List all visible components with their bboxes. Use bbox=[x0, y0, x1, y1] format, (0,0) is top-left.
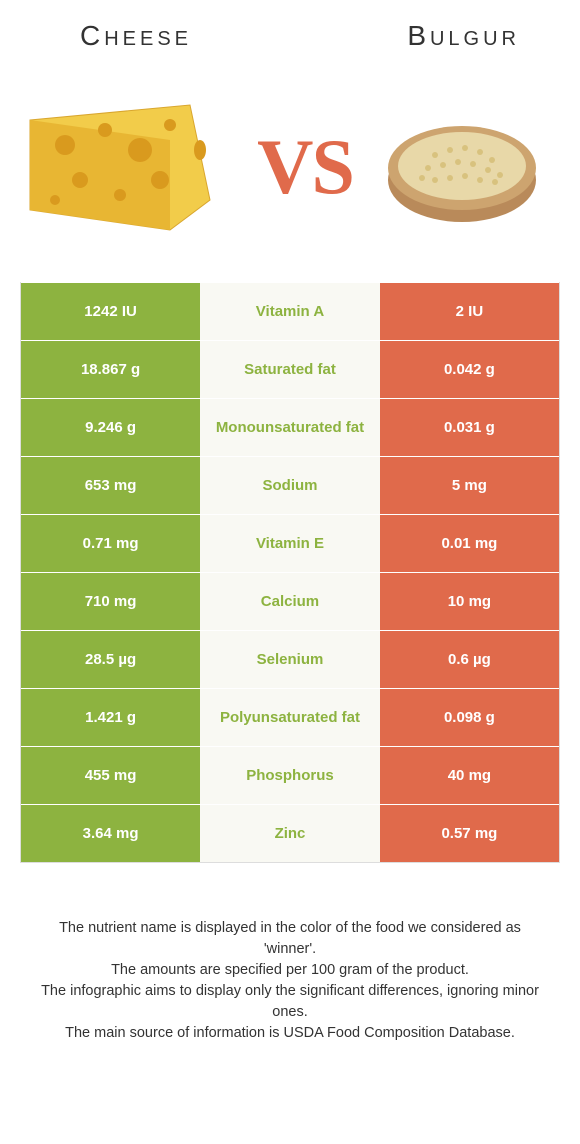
nutrient-name-cell: Polyunsaturated fat bbox=[200, 689, 380, 746]
right-value-cell: 0.57 mg bbox=[380, 805, 559, 862]
cheese-image bbox=[10, 80, 230, 255]
left-value-cell: 1242 IU bbox=[21, 283, 200, 340]
left-value-cell: 0.71 mg bbox=[21, 515, 200, 572]
versus-row: VS bbox=[0, 62, 580, 282]
table-row: 710 mgCalcium10 mg bbox=[21, 572, 559, 630]
table-row: 1.421 gPolyunsaturated fat0.098 g bbox=[21, 688, 559, 746]
header: Cheese Bulgur bbox=[0, 0, 580, 62]
right-value-cell: 40 mg bbox=[380, 747, 559, 804]
footer-notes: The nutrient name is displayed in the co… bbox=[0, 863, 580, 1044]
right-value-cell: 5 mg bbox=[380, 457, 559, 514]
table-row: 18.867 gSaturated fat0.042 g bbox=[21, 340, 559, 398]
note-line: The main source of information is USDA F… bbox=[35, 1023, 545, 1044]
right-value-cell: 10 mg bbox=[380, 573, 559, 630]
left-value-cell: 18.867 g bbox=[21, 341, 200, 398]
left-value-cell: 455 mg bbox=[21, 747, 200, 804]
nutrient-name-cell: Sodium bbox=[200, 457, 380, 514]
nutrient-name-cell: Selenium bbox=[200, 631, 380, 688]
note-line: The amounts are specified per 100 gram o… bbox=[35, 960, 545, 981]
left-food-title: Cheese bbox=[80, 20, 192, 52]
bulgur-image bbox=[380, 90, 545, 245]
table-row: 28.5 µgSelenium0.6 µg bbox=[21, 630, 559, 688]
left-value-cell: 9.246 g bbox=[21, 399, 200, 456]
left-value-cell: 28.5 µg bbox=[21, 631, 200, 688]
left-value-cell: 1.421 g bbox=[21, 689, 200, 746]
right-value-cell: 0.042 g bbox=[380, 341, 559, 398]
right-food-title: Bulgur bbox=[407, 20, 520, 52]
table-row: 455 mgPhosphorus40 mg bbox=[21, 746, 559, 804]
right-value-cell: 0.098 g bbox=[380, 689, 559, 746]
left-value-cell: 3.64 mg bbox=[21, 805, 200, 862]
nutrient-table: 1242 IUVitamin A2 IU18.867 gSaturated fa… bbox=[20, 282, 560, 863]
nutrient-name-cell: Zinc bbox=[200, 805, 380, 862]
nutrient-name-cell: Monounsaturated fat bbox=[200, 399, 380, 456]
nutrient-name-cell: Vitamin A bbox=[200, 283, 380, 340]
left-value-cell: 653 mg bbox=[21, 457, 200, 514]
nutrient-name-cell: Phosphorus bbox=[200, 747, 380, 804]
nutrient-name-cell: Vitamin E bbox=[200, 515, 380, 572]
right-value-cell: 0.6 µg bbox=[380, 631, 559, 688]
nutrient-name-cell: Calcium bbox=[200, 573, 380, 630]
table-row: 0.71 mgVitamin E0.01 mg bbox=[21, 514, 559, 572]
right-value-cell: 2 IU bbox=[380, 283, 559, 340]
table-row: 3.64 mgZinc0.57 mg bbox=[21, 804, 559, 862]
nutrient-name-cell: Saturated fat bbox=[200, 341, 380, 398]
note-line: The nutrient name is displayed in the co… bbox=[35, 918, 545, 960]
table-row: 653 mgSodium5 mg bbox=[21, 456, 559, 514]
right-value-cell: 0.01 mg bbox=[380, 515, 559, 572]
right-value-cell: 0.031 g bbox=[380, 399, 559, 456]
left-value-cell: 710 mg bbox=[21, 573, 200, 630]
table-row: 9.246 gMonounsaturated fat0.031 g bbox=[21, 398, 559, 456]
vs-label: VS bbox=[257, 122, 353, 212]
note-line: The infographic aims to display only the… bbox=[35, 981, 545, 1023]
table-row: 1242 IUVitamin A2 IU bbox=[21, 282, 559, 340]
